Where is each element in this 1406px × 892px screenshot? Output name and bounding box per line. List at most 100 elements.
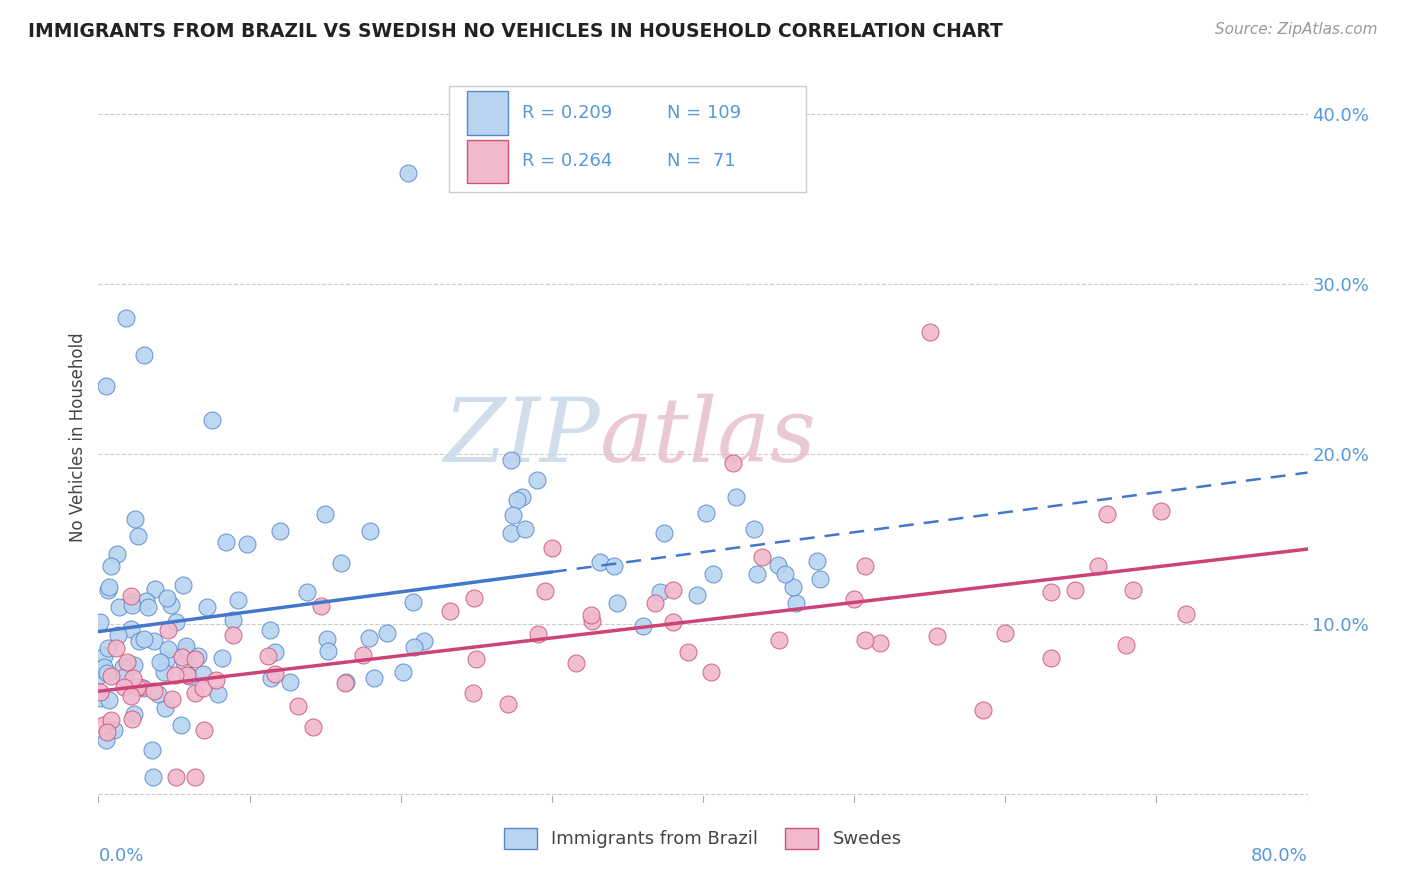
Point: [269, 524, 291, 538]
Point: [1087, 558, 1109, 573]
Point: [1115, 638, 1137, 652]
Point: [782, 580, 804, 594]
Point: [631, 618, 654, 632]
Point: [686, 589, 709, 603]
Point: [278, 674, 301, 689]
Point: [176, 639, 198, 653]
Point: [117, 655, 139, 669]
Point: [499, 453, 522, 467]
Point: [89, 691, 111, 706]
Point: [742, 522, 765, 536]
Point: [89, 684, 111, 698]
Point: [143, 582, 166, 597]
Point: [648, 584, 671, 599]
Point: [316, 644, 339, 658]
Text: N =  71: N = 71: [666, 153, 735, 170]
Point: [215, 535, 238, 549]
Point: [606, 596, 628, 610]
Point: [314, 507, 336, 521]
Point: [156, 591, 179, 605]
Point: [97, 583, 120, 598]
Point: [581, 614, 603, 628]
Point: [114, 311, 136, 326]
Point: [1039, 585, 1062, 599]
Y-axis label: No Vehicles in Household: No Vehicles in Household: [69, 332, 87, 542]
Point: [499, 526, 522, 541]
Point: [128, 680, 150, 694]
Point: [644, 596, 666, 610]
Point: [502, 508, 524, 522]
Point: [661, 583, 683, 598]
Text: 80.0%: 80.0%: [1251, 847, 1308, 864]
Point: [124, 511, 146, 525]
Point: [94, 732, 117, 747]
Point: [90, 662, 112, 676]
Point: [506, 492, 529, 507]
Point: [173, 655, 195, 669]
Point: [579, 608, 602, 623]
Point: [153, 665, 176, 679]
Point: [122, 658, 145, 673]
Point: [925, 629, 948, 643]
Point: [751, 550, 773, 565]
Point: [93, 660, 115, 674]
Point: [359, 631, 381, 645]
Point: [96, 665, 118, 680]
Point: [160, 599, 183, 613]
Point: [513, 522, 536, 536]
Point: [100, 558, 122, 573]
Point: [125, 680, 148, 694]
Point: [143, 683, 166, 698]
Point: [141, 743, 163, 757]
Point: [149, 655, 172, 669]
Point: [112, 680, 135, 694]
Point: [1039, 651, 1062, 665]
Point: [853, 632, 876, 647]
Point: [226, 592, 249, 607]
Point: [105, 547, 128, 561]
Point: [534, 584, 557, 599]
Point: [264, 667, 287, 681]
Point: [211, 651, 233, 665]
Point: [170, 649, 193, 664]
Point: [128, 633, 150, 648]
Point: [93, 648, 115, 663]
Text: R = 0.209: R = 0.209: [522, 104, 612, 122]
Point: [165, 770, 187, 784]
Point: [163, 668, 186, 682]
Point: [132, 681, 155, 695]
Point: [132, 348, 155, 362]
Point: [107, 628, 129, 642]
Point: [375, 626, 398, 640]
Point: [725, 490, 748, 504]
Point: [287, 699, 309, 714]
Point: [402, 595, 425, 609]
Point: [165, 615, 187, 629]
Point: [603, 559, 626, 574]
Point: [589, 555, 612, 569]
Legend: Immigrants from Brazil, Swedes: Immigrants from Brazil, Swedes: [498, 821, 908, 856]
Point: [844, 591, 866, 606]
Point: [121, 712, 143, 726]
Point: [264, 644, 287, 658]
Point: [100, 669, 122, 683]
Point: [122, 707, 145, 722]
Point: [112, 670, 135, 684]
Point: [98, 693, 121, 707]
Point: [869, 635, 891, 649]
Point: [97, 641, 120, 656]
Point: [195, 600, 218, 615]
Text: Source: ZipAtlas.com: Source: ZipAtlas.com: [1215, 22, 1378, 37]
Point: [222, 628, 245, 642]
Point: [174, 642, 197, 657]
Point: [260, 671, 283, 685]
Point: [118, 658, 141, 673]
Point: [1095, 507, 1118, 521]
Point: [360, 524, 382, 538]
Point: [363, 671, 385, 685]
Point: [1064, 582, 1087, 597]
Text: R = 0.264: R = 0.264: [522, 153, 612, 170]
Point: [676, 645, 699, 659]
Point: [172, 578, 194, 592]
Point: [155, 701, 177, 715]
